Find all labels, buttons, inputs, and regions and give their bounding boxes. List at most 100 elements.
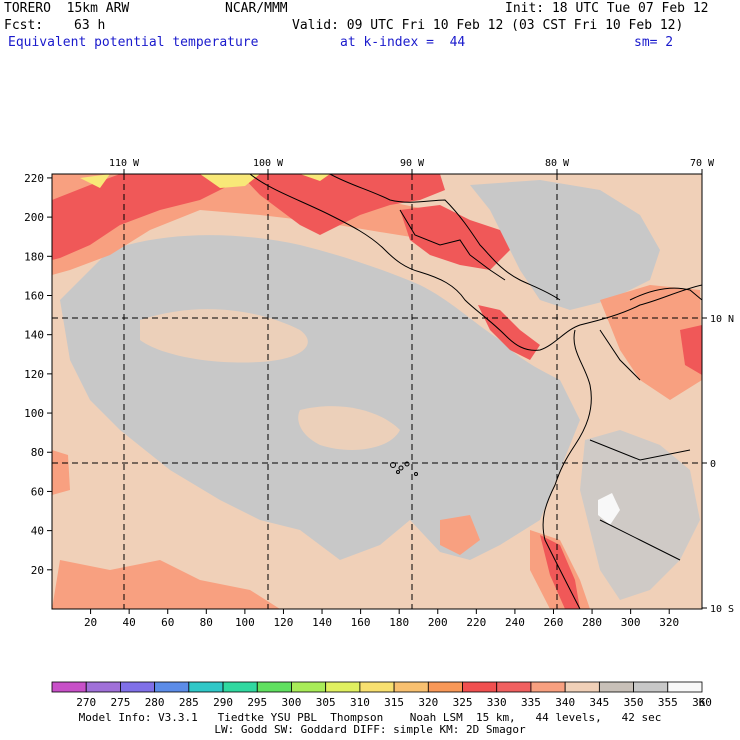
legend-swatch [427,681,463,693]
legend-label: 330 [487,696,507,709]
legend-swatch [564,681,600,693]
legend-swatch [154,681,190,693]
longitude-label: 80 W [545,158,570,169]
legend-swatch [85,681,121,693]
left-tick-label: 220 [24,172,44,185]
legend-swatch [120,681,156,693]
field-red-venezuela [680,325,702,375]
field-tan-patch-2 [298,406,400,450]
field-red-nw [52,174,230,260]
legend-swatch [188,681,224,693]
valid-time: Valid: 09 UTC Fri 10 Feb 12 (03 CST Fri … [292,18,684,33]
legend-label: 360 [692,696,712,709]
bottom-tick-label: 140 [312,616,332,629]
legend-label: 340 [555,696,575,709]
legend-swatch [359,681,395,693]
legend-label: 280 [145,696,165,709]
longitude-label: 110 W [109,158,140,169]
island-4 [396,470,400,474]
top-longitude-labels: 110 W 100 W 90 W 80 W 70 W [109,158,715,174]
latlon-grid [52,174,702,609]
left-tick-label: 60 [31,485,44,498]
legend-swatch [667,681,703,693]
field-red-central-america [400,205,510,270]
legend-label: 315 [384,696,404,709]
longitude-label: 90 W [400,158,425,169]
left-tick-label: 160 [24,289,44,302]
left-tick-label: 180 [24,250,44,263]
coast-gulf [329,174,561,301]
bottom-tick-label: 300 [621,616,641,629]
map-field [52,174,702,609]
level-label: at k-index = 44 [340,35,466,50]
bottom-tick-label: 160 [351,616,371,629]
footer-model-info: Model Info: V3.3.1 Tiedtke YSU PBL Thomp… [78,711,662,724]
legend-label: 295 [247,696,267,709]
legend-swatch [598,681,634,693]
field-red-costa-rica [478,305,540,360]
field-gray-andes [580,430,700,600]
map-frame [51,173,703,610]
legend-label: 320 [418,696,438,709]
bottom-tick-label: 200 [428,616,448,629]
left-tick-label: 20 [31,564,44,577]
field-salmon-center [440,515,480,555]
legend-swatch [256,681,292,693]
legend-label: 335 [521,696,541,709]
left-tick-label: 80 [31,446,44,459]
bottom-tick-label: 100 [235,616,255,629]
island-3 [404,461,410,467]
bottom-tick-label: 280 [582,616,602,629]
legend-swatch [496,681,532,693]
field-yellow-1 [200,174,260,188]
latitude-label: 10 N [710,314,734,325]
legend-swatch [291,681,327,693]
coast-mexico [249,174,702,351]
bottom-tick-label: 180 [389,616,409,629]
bottom-tick-label: 220 [466,616,486,629]
coastlines [249,174,702,609]
longitude-label: 100 W [253,158,284,169]
legend-unit: K [699,696,706,709]
left-tick-label: 40 [31,525,44,538]
legend-label: 325 [453,696,473,709]
latitude-label: 10 S [710,604,734,615]
center-name: NCAR/MMM [225,1,288,16]
field-yellow-2 [300,174,330,181]
bottom-tick-label: 20 [84,616,97,629]
forecast-hours: 63 h [74,18,106,33]
bottom-tick-label: 240 [505,616,525,629]
legend-swatch [633,681,669,693]
legend-label: 300 [282,696,302,709]
left-tick-label: 140 [24,329,44,342]
legend-label: 305 [316,696,336,709]
bottom-tick-label: 260 [544,616,564,629]
island-5 [414,472,418,476]
legend-label: 310 [350,696,370,709]
left-axis: 220 200 180 160 140 120 100 80 60 40 20 [24,172,52,577]
legend-label: 350 [624,696,644,709]
bottom-axis: 20 40 60 80 100 120 140 160 180 200 220 240 260 280 30… [84,609,679,629]
field-yellow-3 [80,174,110,188]
latitude-label: 0 [710,459,716,470]
legend-swatch [393,681,429,693]
field-white-andes [598,493,620,525]
bottom-tick-label: 120 [274,616,294,629]
legend-label: 275 [110,696,130,709]
left-tick-label: 120 [24,368,44,381]
legend-swatch [530,681,566,693]
coast-colombia-pacific [542,329,592,609]
legend-label: 345 [589,696,609,709]
model-name: TORERO 15km ARW [4,1,130,16]
color-legend: 270 275 280 285 290 295 300 305 310 315 320 325 330 3… [51,681,712,709]
legend-swatch [325,681,361,693]
left-tick-label: 200 [24,211,44,224]
bottom-tick-label: 320 [659,616,679,629]
field-salmon-east [600,285,702,400]
field-salmon-west-edge [52,450,70,495]
footer-physics-info: LW: Godd SW: Goddard DIFF: simple KM: 2D… [214,723,526,736]
bottom-tick-label: 60 [161,616,174,629]
coast-venezuela [629,287,702,301]
legend-label: 285 [179,696,199,709]
